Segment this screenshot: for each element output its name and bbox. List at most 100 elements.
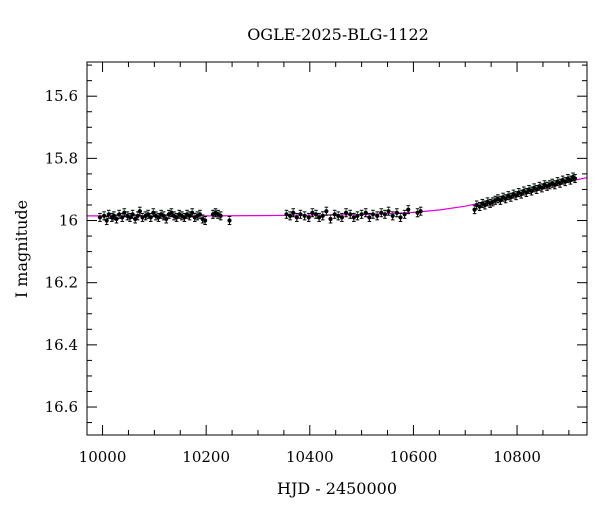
point-marker <box>302 213 307 218</box>
point-marker <box>120 215 125 220</box>
point-marker <box>190 210 195 215</box>
x-axis-label: HJD - 2450000 <box>277 479 397 498</box>
y-tick-label: 16 <box>59 212 78 230</box>
y-axis-label: I magnitude <box>12 200 31 298</box>
point-marker <box>148 215 153 220</box>
point-marker <box>415 210 420 215</box>
x-tick-label: 10200 <box>182 448 230 466</box>
data-point <box>122 208 127 218</box>
point-marker <box>284 212 289 217</box>
data-point <box>298 209 303 219</box>
point-marker <box>394 210 399 215</box>
data-point <box>474 200 479 210</box>
data-point <box>560 175 565 185</box>
data-point <box>101 211 107 221</box>
point-marker <box>310 210 315 215</box>
data-point <box>177 209 182 219</box>
data-point <box>370 209 376 219</box>
data-point <box>418 206 423 216</box>
data-point <box>379 208 384 218</box>
point-marker <box>298 212 303 217</box>
x-tick-label: 10400 <box>286 448 334 466</box>
point-marker <box>218 213 223 218</box>
data-point <box>390 211 395 221</box>
point-marker <box>197 212 203 217</box>
point-marker <box>130 212 135 217</box>
data-point <box>394 208 399 218</box>
data-point <box>415 208 420 218</box>
point-marker <box>324 209 329 214</box>
y-tick-label: 15.6 <box>45 87 78 105</box>
data-point <box>406 205 411 215</box>
point-marker <box>379 210 384 215</box>
data-point <box>195 211 200 221</box>
point-marker <box>339 215 345 220</box>
point-marker <box>348 212 353 217</box>
data-point <box>215 209 221 219</box>
data-point <box>572 174 578 184</box>
point-marker <box>294 215 299 220</box>
data-point <box>302 211 307 221</box>
data-point <box>355 211 360 221</box>
data-point <box>153 211 159 221</box>
point-marker <box>104 218 109 223</box>
axis-ticks <box>87 62 587 435</box>
y-tick-label: 16.6 <box>45 398 78 416</box>
point-marker <box>135 213 140 218</box>
data-point <box>284 209 289 219</box>
data-point <box>104 216 109 226</box>
data-point <box>143 211 148 221</box>
y-tick-label: 15.8 <box>45 149 78 167</box>
point-marker <box>355 213 360 218</box>
point-marker <box>343 210 349 215</box>
point-marker <box>317 215 322 220</box>
data-point <box>288 211 293 221</box>
data-point <box>336 211 341 221</box>
x-tick-label: 10600 <box>390 448 438 466</box>
data-point <box>382 209 388 219</box>
data-point <box>332 209 337 219</box>
data-point <box>500 192 506 202</box>
point-marker <box>288 213 293 218</box>
point-marker <box>367 215 372 220</box>
data-point <box>526 184 532 194</box>
point-marker <box>227 218 232 223</box>
point-marker <box>398 215 403 220</box>
point-marker <box>359 212 364 217</box>
data-point <box>97 212 103 222</box>
data-point <box>506 191 511 201</box>
data-point <box>375 211 380 221</box>
y-tick-label: 16.2 <box>45 274 78 292</box>
axis-tick-labels: 10000 10200 10400 10600 10800 15.6 15.8 16 16.2 1… <box>45 87 541 466</box>
point-marker <box>313 212 319 217</box>
data-point <box>339 212 345 222</box>
data-point <box>184 209 190 219</box>
data-point <box>140 212 145 222</box>
point-marker <box>122 210 127 215</box>
data-point <box>310 208 315 218</box>
point-marker <box>320 213 325 218</box>
data-point <box>117 209 122 219</box>
point-marker <box>332 212 337 217</box>
data-point <box>490 197 495 207</box>
point-marker <box>418 209 423 214</box>
point-marker <box>375 213 380 218</box>
point-marker <box>390 213 395 218</box>
data-point <box>343 208 349 218</box>
point-marker <box>101 213 107 218</box>
point-marker <box>472 207 477 212</box>
data-point <box>106 209 111 219</box>
point-marker <box>106 212 111 217</box>
data-point <box>151 208 156 218</box>
plot-frame <box>86 61 588 436</box>
data-point <box>306 212 311 222</box>
data-point <box>359 209 364 219</box>
data-points-layer <box>97 172 578 226</box>
data-point <box>398 212 403 222</box>
point-marker <box>140 215 145 220</box>
data-point <box>200 214 205 224</box>
point-marker <box>402 212 407 217</box>
point-marker <box>351 215 356 220</box>
data-point <box>565 174 570 184</box>
data-point <box>294 212 299 222</box>
